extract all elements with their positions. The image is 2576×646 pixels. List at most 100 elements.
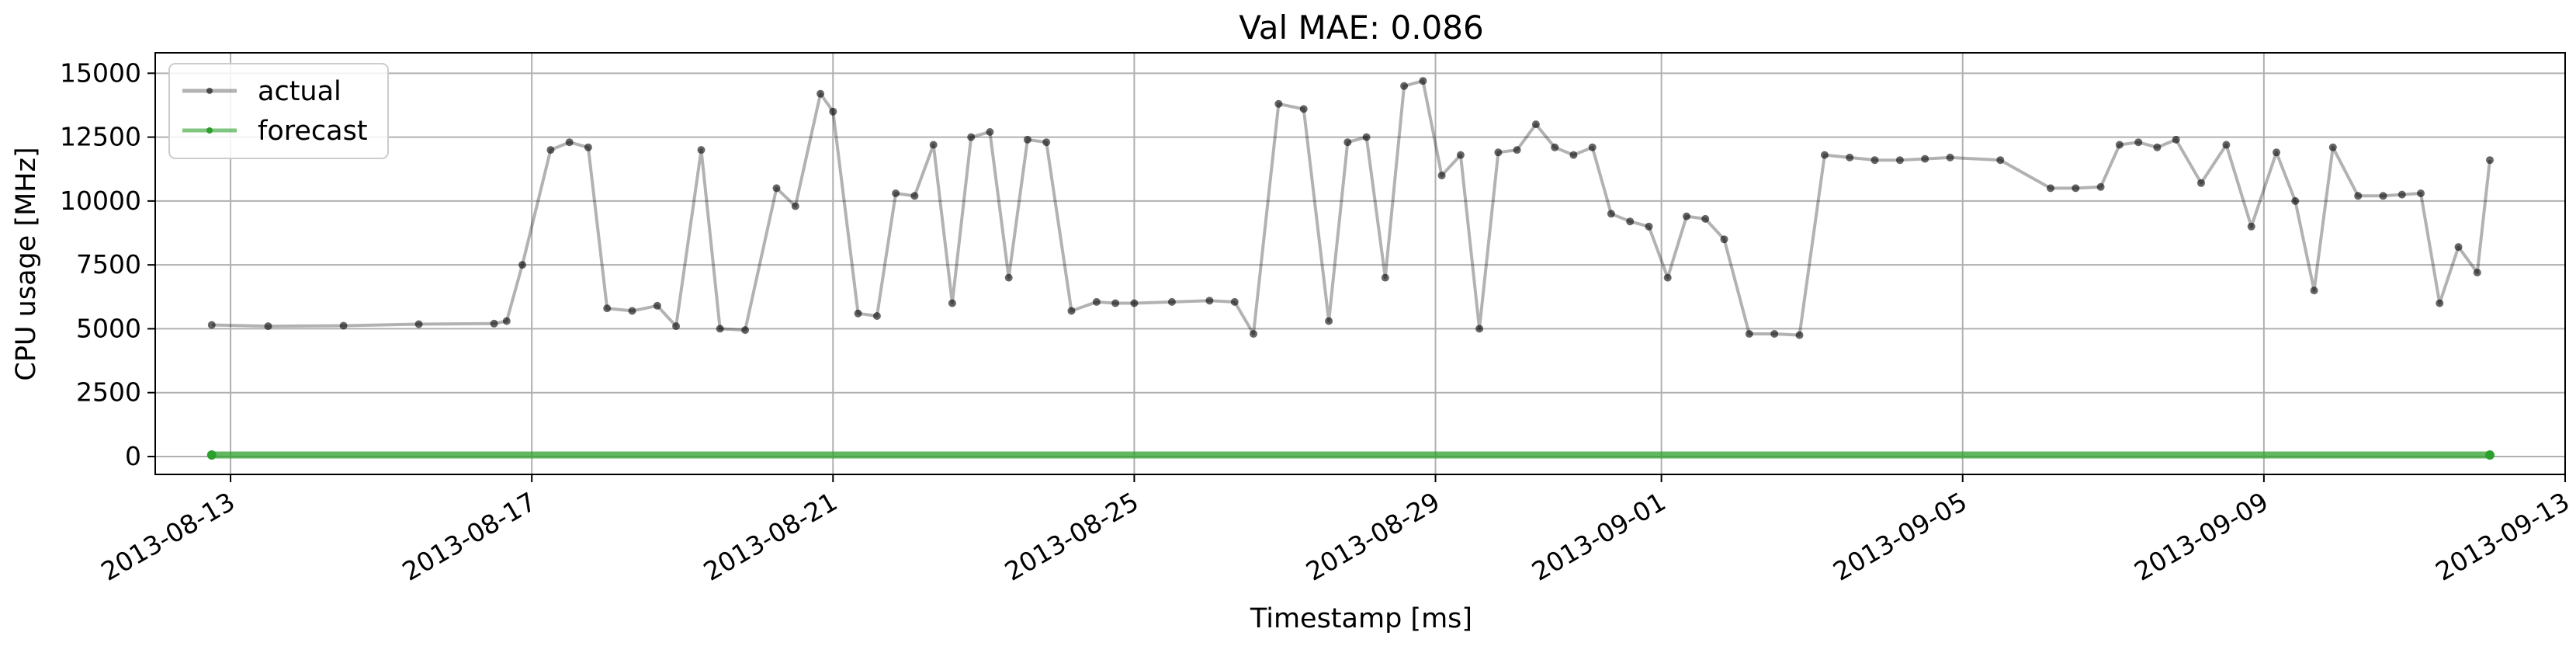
y-tick-label: 7500 bbox=[76, 249, 141, 280]
data-point-actual bbox=[1362, 133, 1371, 141]
legend-label-forecast: forecast bbox=[258, 116, 368, 147]
chart-title: Val MAE: 0.086 bbox=[1239, 9, 1483, 47]
data-point-actual bbox=[1325, 317, 1333, 325]
data-point-actual bbox=[653, 301, 661, 310]
data-point-actual bbox=[1042, 138, 1051, 147]
data-point-actual bbox=[2197, 179, 2205, 187]
y-tick-label: 15000 bbox=[60, 57, 141, 88]
data-point-actual bbox=[1531, 120, 1540, 129]
data-point-actual bbox=[2397, 190, 2406, 199]
data-point-actual bbox=[1588, 143, 1597, 151]
data-point-actual bbox=[872, 312, 881, 320]
data-point-actual bbox=[967, 133, 976, 141]
data-point-actual bbox=[1167, 297, 1176, 306]
data-point-actual bbox=[1130, 299, 1139, 307]
data-point-actual bbox=[741, 326, 750, 335]
data-point-actual bbox=[1250, 330, 1257, 338]
data-point-actual bbox=[2379, 192, 2387, 200]
data-point-actual bbox=[339, 321, 348, 330]
legend: actual forecast bbox=[168, 63, 389, 159]
data-point-actual bbox=[1770, 330, 1779, 338]
data-point-actual bbox=[716, 325, 724, 333]
y-tick-label: 5000 bbox=[76, 313, 141, 343]
data-point-actual bbox=[2273, 148, 2280, 157]
data-point-actual bbox=[414, 320, 423, 328]
data-point-actual bbox=[1437, 172, 1446, 179]
data-point-actual bbox=[2153, 143, 2162, 151]
data-point-actual bbox=[1456, 151, 1465, 159]
data-point-actual bbox=[628, 307, 636, 315]
data-point-actual bbox=[2473, 269, 2481, 276]
data-point-actual bbox=[1205, 297, 1214, 305]
data-point-actual bbox=[207, 321, 216, 329]
y-tick-label: 12500 bbox=[60, 122, 141, 152]
y-axis-label: CPU usage [MHz] bbox=[11, 147, 42, 380]
data-point-forecast bbox=[2485, 450, 2495, 460]
data-point-actual bbox=[2047, 184, 2054, 193]
data-point-actual bbox=[1846, 153, 1854, 162]
data-point-actual bbox=[1663, 273, 1672, 282]
grid-layer bbox=[155, 53, 2566, 474]
series-layer bbox=[206, 77, 2495, 460]
data-point-actual bbox=[816, 89, 825, 98]
data-point-actual bbox=[1230, 297, 1239, 306]
data-point-actual bbox=[2072, 184, 2080, 193]
data-point-actual bbox=[1607, 210, 1615, 218]
data-point-actual bbox=[565, 138, 574, 147]
data-point-actual bbox=[1111, 299, 1120, 307]
data-point-actual bbox=[892, 189, 900, 197]
data-point-actual bbox=[1092, 297, 1101, 306]
data-point-actual bbox=[1513, 146, 1521, 155]
data-point-actual bbox=[2291, 196, 2300, 205]
data-point-actual bbox=[2354, 192, 2363, 200]
data-point-actual bbox=[1494, 148, 1503, 157]
data-point-actual bbox=[1419, 77, 1427, 85]
data-point-actual bbox=[1551, 143, 1559, 151]
data-point-actual bbox=[1870, 156, 1879, 165]
data-point-actual bbox=[910, 192, 919, 200]
legend-marker-forecast bbox=[206, 127, 213, 134]
legend-box bbox=[168, 63, 389, 159]
y-tick-label: 10000 bbox=[60, 186, 141, 216]
data-point-actual bbox=[1004, 273, 1013, 282]
data-point-actual bbox=[2172, 135, 2180, 144]
data-point-actual bbox=[264, 322, 272, 331]
data-point-actual bbox=[986, 128, 994, 136]
data-point-actual bbox=[929, 141, 938, 149]
x-axis-label: Timestamp [ms] bbox=[1250, 603, 1472, 634]
data-point-actual bbox=[772, 184, 781, 193]
data-point-actual bbox=[1820, 151, 1829, 159]
data-point-actual bbox=[1683, 212, 1690, 221]
y-tick-label: 2500 bbox=[76, 377, 141, 408]
data-point-actual bbox=[2436, 299, 2444, 307]
data-point-actual bbox=[1996, 156, 2005, 165]
data-point-actual bbox=[1626, 217, 1635, 226]
data-point-actual bbox=[584, 143, 592, 151]
data-point-actual bbox=[1343, 138, 1352, 147]
data-point-actual bbox=[546, 146, 555, 155]
data-point-actual bbox=[2310, 287, 2318, 295]
data-point-actual bbox=[1745, 330, 1753, 338]
data-point-actual bbox=[1299, 105, 1308, 113]
data-point-actual bbox=[1720, 235, 1728, 244]
data-point-actual bbox=[490, 319, 498, 328]
data-point-actual bbox=[697, 146, 706, 155]
legend-marker-actual bbox=[206, 88, 213, 94]
data-point-actual bbox=[2134, 138, 2143, 147]
data-point-actual bbox=[1381, 273, 1389, 282]
data-point-actual bbox=[2096, 182, 2105, 191]
data-point-actual bbox=[948, 299, 956, 307]
data-point-actual bbox=[2115, 141, 2124, 149]
data-point-actual bbox=[603, 304, 612, 313]
data-point-actual bbox=[2328, 143, 2337, 151]
data-point-actual bbox=[502, 317, 511, 325]
data-point-actual bbox=[518, 261, 526, 269]
data-point-forecast bbox=[206, 450, 217, 460]
data-point-actual bbox=[672, 322, 681, 331]
data-point-actual bbox=[854, 309, 862, 318]
data-point-actual bbox=[2486, 156, 2494, 165]
data-point-actual bbox=[1067, 307, 1076, 315]
data-point-actual bbox=[2247, 222, 2255, 231]
